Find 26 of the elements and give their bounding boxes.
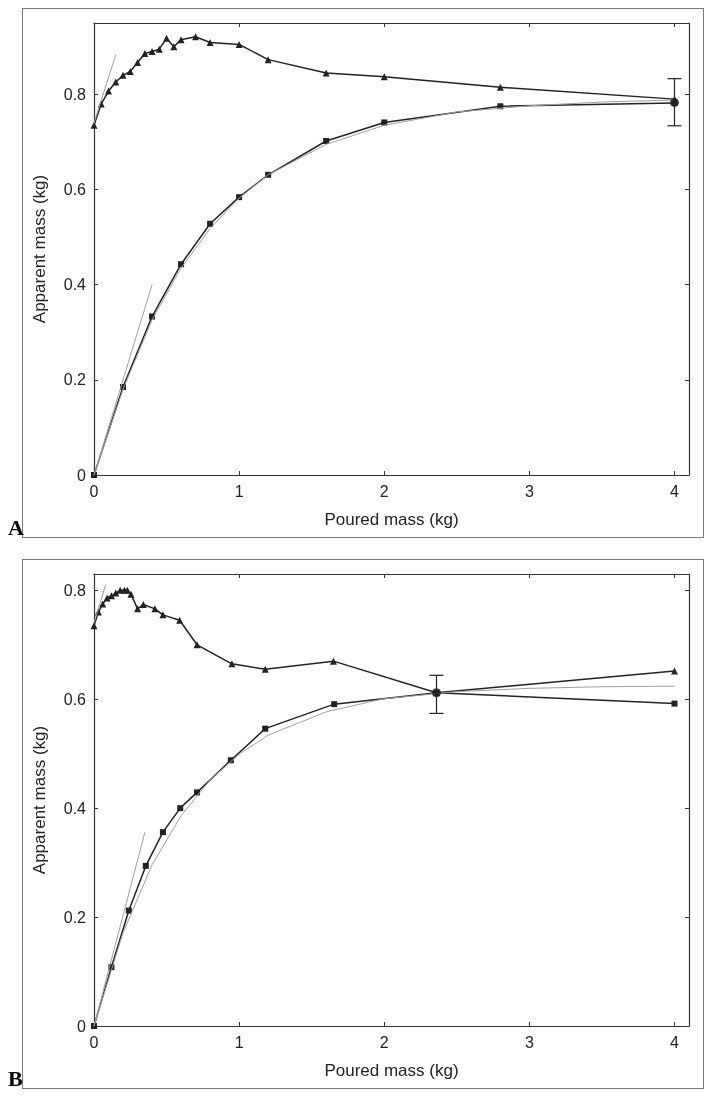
y-tick-label: 0.8 <box>63 85 87 103</box>
y-tick-label: 0.6 <box>63 181 87 199</box>
y-tick-label: 0 <box>77 1017 87 1035</box>
text: A <box>8 515 24 541</box>
x-tick-label: 3 <box>524 482 534 500</box>
x-axis-title: Poured mass (kg) <box>324 1061 459 1080</box>
y-tick-label: 0.8 <box>63 581 87 599</box>
x-tick-label: 1 <box>234 482 244 500</box>
y-axis-title: Apparent mass (kg) <box>30 725 49 875</box>
x-tick-label: 3 <box>524 1033 534 1051</box>
y-tick-label: 0.4 <box>63 799 87 817</box>
x-tick-label: 1 <box>234 1033 244 1051</box>
x-tick-label: 4 <box>670 1033 680 1051</box>
text: B <box>8 1066 23 1092</box>
x-axis-title: Poured mass (kg) <box>324 510 459 529</box>
x-tick-label: 2 <box>379 1033 389 1051</box>
y-axis-title: Apparent mass (kg) <box>30 174 49 324</box>
x-tick-label: 0 <box>89 1033 99 1051</box>
y-tick-label: 0 <box>77 466 87 484</box>
x-tick-label: 2 <box>379 482 389 500</box>
x-tick-label: 0 <box>89 482 99 500</box>
y-tick-label: 0.2 <box>63 371 87 389</box>
y-tick-label: 0.4 <box>63 276 87 294</box>
y-tick-label: 0.6 <box>63 690 87 708</box>
y-tick-label: 0.2 <box>63 908 87 926</box>
x-tick-label: 4 <box>670 482 680 500</box>
